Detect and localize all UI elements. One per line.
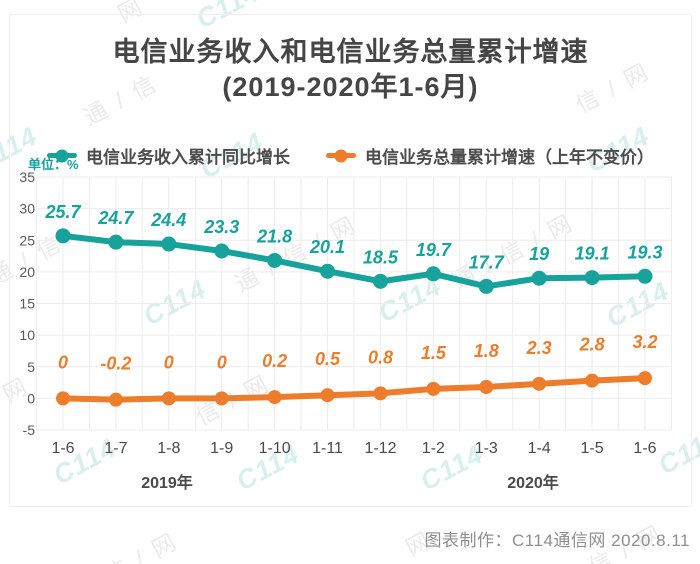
watermark-text: 信 / 网 bbox=[99, 527, 183, 564]
unit-label: 单位：% bbox=[28, 157, 79, 172]
title-block: 电信业务收入和电信业务总量累计增速 (2019-2020年1-6月) bbox=[10, 35, 691, 105]
legend-item-revenue: 电信业务收入累计同比增长 bbox=[47, 143, 290, 168]
legend-item-volume: 电信业务总量累计增速（上年不变价） bbox=[326, 143, 654, 168]
chart-card: 电信业务收入和电信业务总量累计增速 (2019-2020年1-6月) 单位：% … bbox=[9, 14, 692, 507]
legend-marker-revenue-icon bbox=[47, 149, 77, 162]
legend: 电信业务收入累计同比增长 电信业务总量累计增速（上年不变价） bbox=[10, 143, 691, 168]
legend-label-revenue: 电信业务收入累计同比增长 bbox=[86, 148, 290, 167]
legend-label-volume: 电信业务总量累计增速（上年不变价） bbox=[365, 148, 654, 167]
legend-marker-volume-icon bbox=[326, 149, 356, 162]
credit-text: 图表制作：C114通信网 2020.8.11 bbox=[424, 531, 690, 550]
chart-title: 电信业务收入和电信业务总量累计增速 bbox=[112, 37, 589, 67]
chart-subtitle: (2019-2020年1-6月) bbox=[222, 72, 479, 102]
